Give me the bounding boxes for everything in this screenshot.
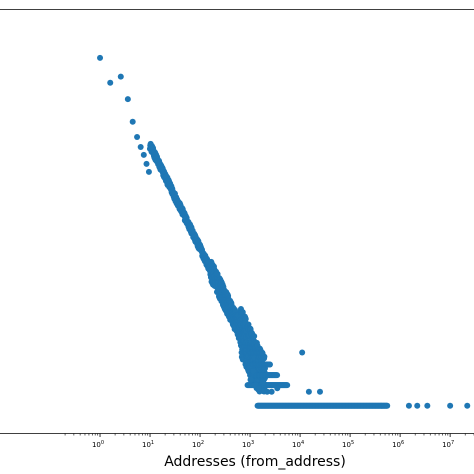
scatter-point: [247, 376, 254, 383]
x-tick-label: 107: [442, 440, 454, 449]
x-tick-label: 103: [242, 440, 254, 449]
scatter-point: [266, 361, 273, 368]
scatter-point: [134, 133, 141, 140]
scatter-point: [143, 160, 150, 167]
scatter-point: [259, 379, 266, 386]
scatter-point: [145, 168, 152, 175]
tail-point: [384, 402, 391, 409]
tail-point: [464, 402, 471, 409]
scatter-point: [299, 349, 306, 356]
scatter-point: [268, 388, 275, 395]
scatter-point: [264, 388, 271, 395]
scatter-point: [274, 372, 281, 379]
scatter-point: [251, 333, 258, 340]
scatter-point: [284, 382, 291, 389]
scatter-point: [107, 79, 114, 86]
tail-point: [405, 402, 412, 409]
x-tick-label: 104: [292, 440, 304, 449]
scatter-point: [129, 118, 136, 125]
x-axis-label: Addresses (from_address): [164, 454, 346, 470]
scatter-point: [316, 388, 323, 395]
scatter-point: [117, 73, 124, 80]
x-tick-label: 105: [342, 440, 354, 449]
scatter-point: [255, 385, 262, 392]
x-tick-label: 101: [142, 440, 154, 449]
scatter-point: [305, 388, 312, 395]
tail-point: [424, 402, 431, 409]
scatter-point: [97, 54, 104, 61]
x-tick-label: 106: [392, 440, 404, 449]
scatter-point: [274, 385, 281, 392]
tail-point: [447, 402, 454, 409]
scatter-point: [259, 349, 266, 356]
x-tick-layer: 100 101 102 103 104 105 106 107: [64, 433, 474, 449]
tail-point: [414, 402, 421, 409]
series-layer: [97, 54, 471, 409]
scatter-point: [137, 143, 144, 150]
x-tick-label: 100: [92, 440, 104, 449]
scatter-point: [250, 368, 257, 375]
scatter-point: [140, 151, 147, 158]
x-tick-label: 102: [192, 440, 204, 449]
scatter-point: [124, 96, 131, 103]
